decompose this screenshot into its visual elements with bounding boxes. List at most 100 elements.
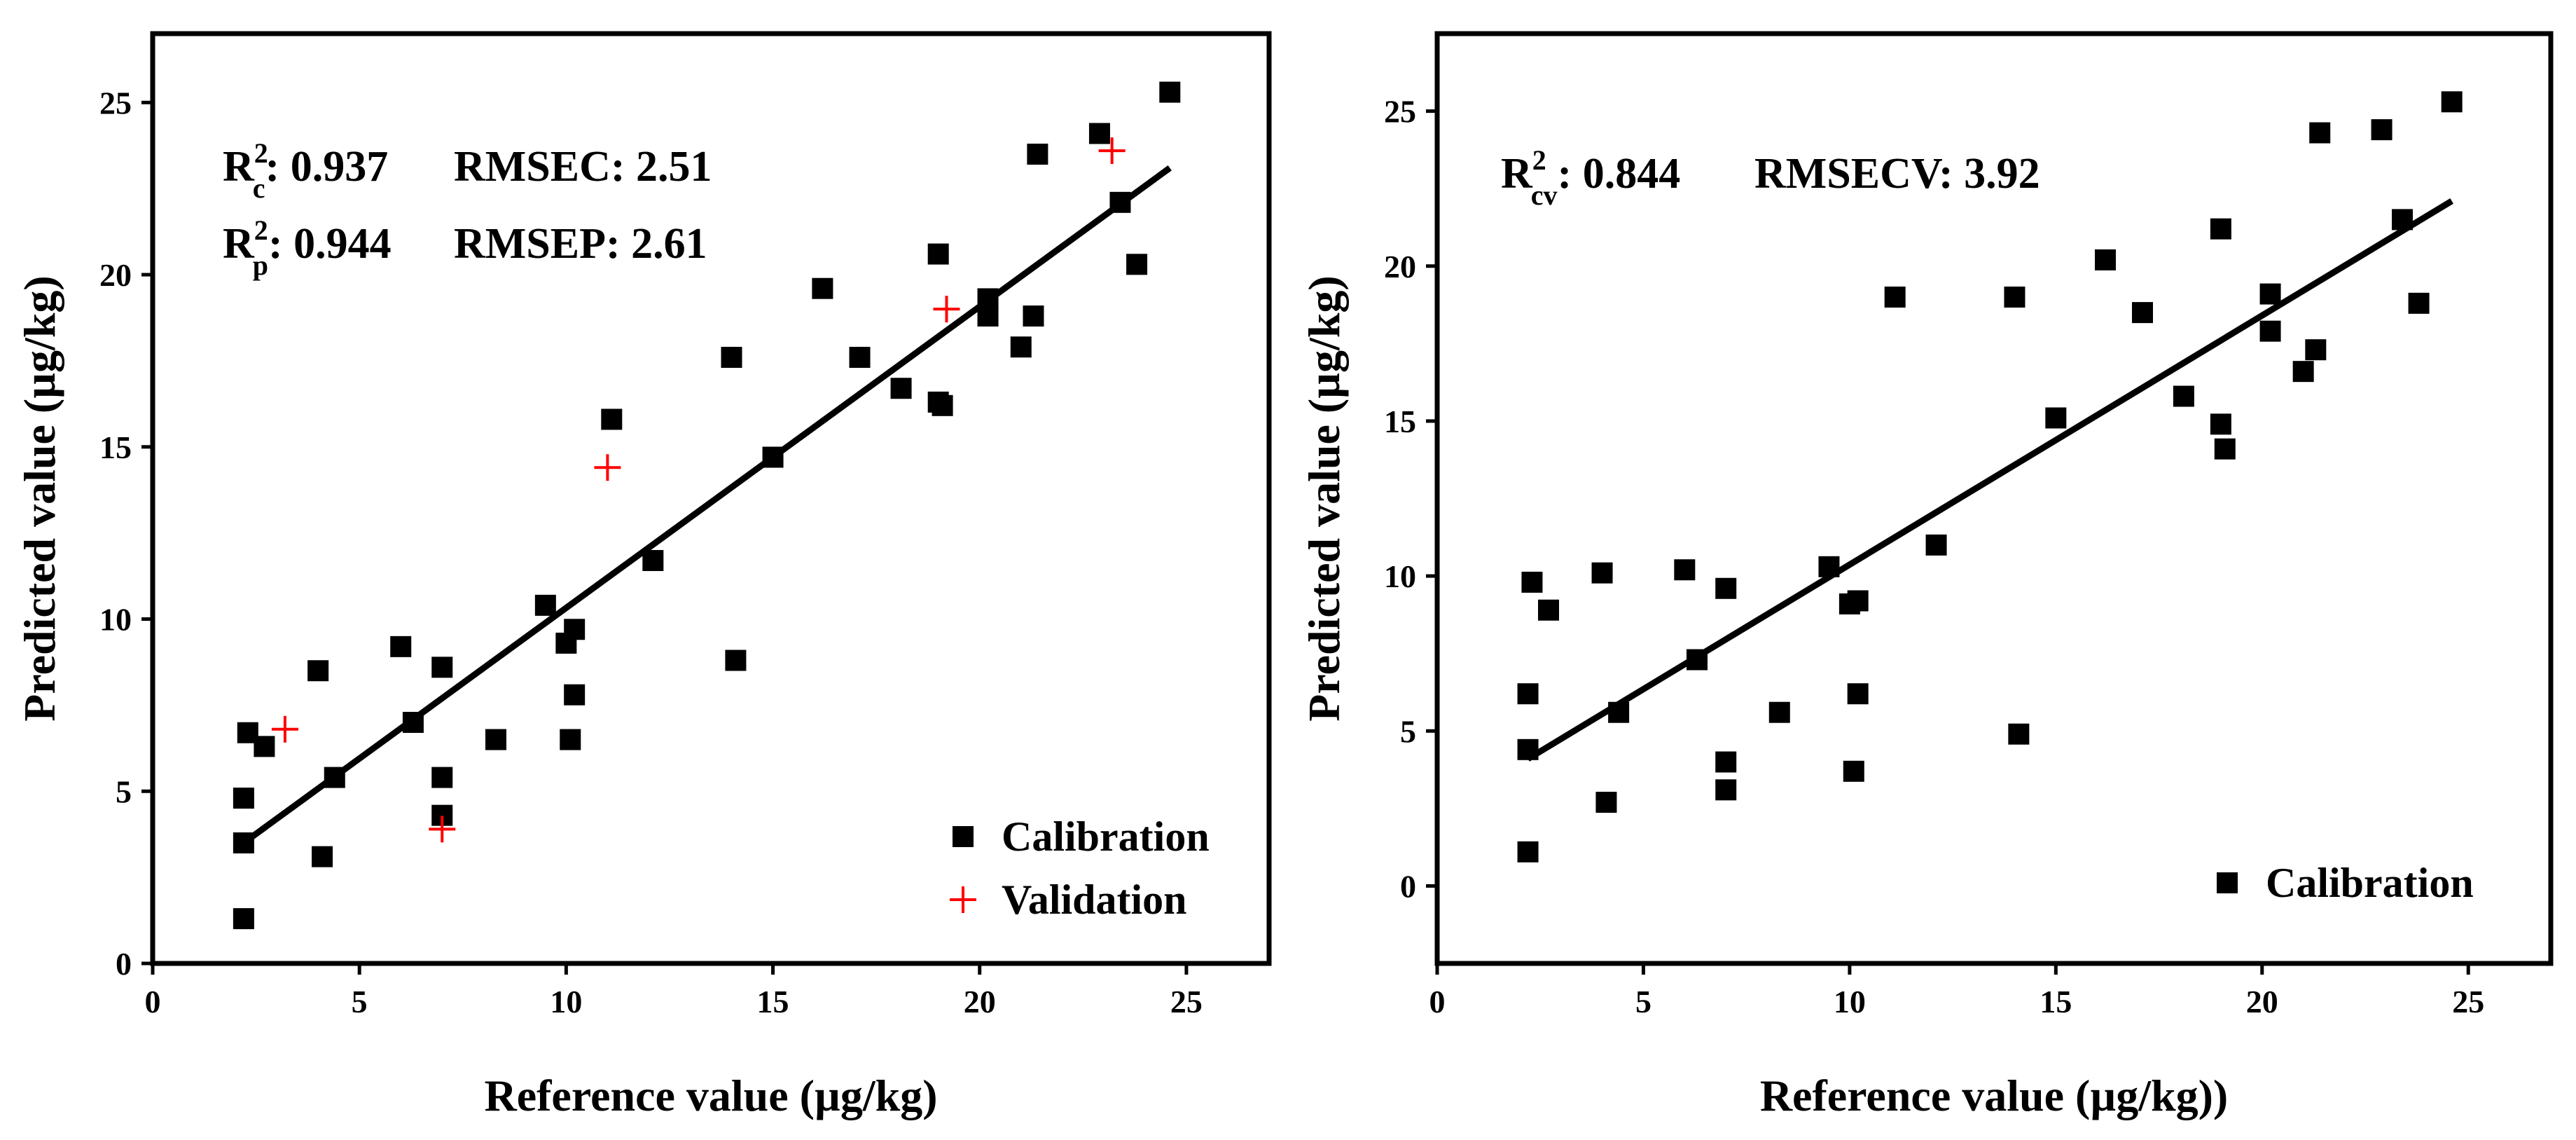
calibration-point (390, 636, 412, 657)
y-tick-label: 15 (1384, 404, 1416, 439)
calibration-point (1768, 701, 1790, 723)
calibration-point (2292, 361, 2314, 383)
calibration-point (2210, 413, 2231, 435)
calibration-point (890, 378, 912, 399)
legend-marker-calibration (2217, 872, 2238, 893)
calibration-point (1517, 841, 1539, 863)
calibration-point (431, 657, 453, 678)
rmse-annotation: RMSEC: 2.51 (454, 143, 712, 191)
calibration-point (1023, 305, 1044, 327)
calibration-point (721, 346, 742, 368)
x-axis-title: Reference value (µg/kg)) (1760, 1071, 2228, 1120)
calibration-point (1608, 701, 1630, 723)
x-tick-label: 0 (1429, 984, 1446, 1019)
calibration-point (1521, 571, 1543, 593)
plot-frame (150, 31, 1272, 966)
r-squared-annotation: R2 cv: 0.844 (1501, 144, 1680, 211)
y-tick-label: 5 (1400, 713, 1416, 749)
calibration-point (1517, 739, 1539, 760)
calibration-point (812, 277, 833, 299)
calibration-point (2008, 723, 2030, 745)
legend-marker-validation (950, 886, 976, 913)
calibration-point (254, 736, 275, 757)
x-tick-label: 0 (145, 984, 161, 1019)
regression-line (1526, 198, 2453, 762)
calibration-point (1715, 577, 1737, 599)
validation-point (429, 816, 456, 843)
calibration-point (642, 549, 664, 571)
calibration-point (1027, 144, 1048, 165)
calibration-point (1843, 760, 1864, 782)
calibration-point (762, 446, 784, 468)
x-tick-label: 25 (1170, 984, 1203, 1019)
calibration-point (1538, 599, 1559, 621)
y-axis-title: Predicted value (µg/kg) (1299, 275, 1349, 722)
calibration-point (1088, 123, 1110, 144)
calibration-point (1674, 559, 1696, 581)
x-tick-label: 10 (1834, 984, 1866, 1019)
rmse-annotation: RMSEP: 2.61 (454, 220, 707, 268)
validation-point (594, 454, 621, 481)
y-tick-label: 25 (1384, 94, 1416, 130)
cross-validation-plot: 0 5 10 15 20 25 0 5 10 15 20 25 Reference value (µg/… (1299, 31, 2554, 1120)
calibration-point (927, 243, 949, 265)
validation-point (1098, 137, 1126, 165)
calibration-point (312, 846, 333, 867)
calibration-point (1109, 191, 1131, 213)
r-squared-annotation: R2 c: 0.937 (223, 137, 388, 204)
x-tick-label: 20 (964, 984, 996, 1019)
calibration-point (1818, 556, 1840, 577)
legend-marker-calibration (953, 826, 974, 847)
legend-label: Validation (1002, 877, 1187, 923)
calibration-point (1715, 751, 1737, 773)
x-axis-title: Reference value (µg/kg) (484, 1071, 937, 1120)
x-tick-label: 10 (550, 984, 582, 1019)
calibration-point (1595, 791, 1617, 813)
calibration-point (1715, 779, 1737, 801)
calibration-point (1925, 534, 1947, 556)
calibration-point (2259, 320, 2281, 342)
regression-line (242, 165, 1172, 846)
calibration-point (402, 711, 424, 733)
calibration-point (564, 684, 586, 706)
calibration-point (2441, 91, 2463, 113)
calibration-point (1847, 683, 1869, 705)
calibration-point (485, 729, 507, 750)
calibration-point (233, 832, 254, 853)
rmse-annotation: RMSECV: 3.92 (1754, 150, 2040, 198)
x-tick-label: 5 (1635, 984, 1651, 1019)
calibration-point (1687, 649, 1708, 671)
y-tick-label: 0 (1400, 868, 1416, 904)
calibration-point (431, 767, 453, 788)
calibration-point (534, 594, 556, 616)
calibration-point (2132, 302, 2153, 324)
calibration-point (1884, 286, 1906, 308)
calibration-point (1847, 590, 1869, 612)
calibration-point (233, 908, 254, 930)
validation-point (271, 715, 298, 743)
calibration-point (2371, 119, 2393, 141)
x-tick-label: 15 (2040, 984, 2072, 1019)
y-tick-label: 10 (99, 602, 132, 638)
y-axis-title: Predicted value (µg/kg) (15, 275, 64, 722)
calibration-point (564, 619, 586, 640)
calibration-point (932, 394, 953, 416)
y-tick-label: 5 (116, 774, 132, 809)
validation-point (933, 296, 960, 323)
y-tick-label: 15 (99, 430, 132, 465)
calibration-point (1591, 562, 1613, 584)
calibration-point (2045, 407, 2067, 429)
calibration-point (2408, 292, 2430, 314)
calibration-point (2095, 249, 2116, 270)
x-tick-label: 15 (757, 984, 789, 1019)
legend-label: Calibration (2266, 860, 2474, 906)
calibration-point (1517, 683, 1539, 705)
calibration-point (1126, 254, 1148, 275)
legend-label: Calibration (1002, 813, 1210, 860)
calibration-point (2392, 209, 2413, 231)
calibration-point (324, 767, 345, 788)
y-tick-label: 0 (116, 946, 132, 982)
calibration-point (2259, 283, 2281, 305)
calibration-point (849, 346, 871, 368)
